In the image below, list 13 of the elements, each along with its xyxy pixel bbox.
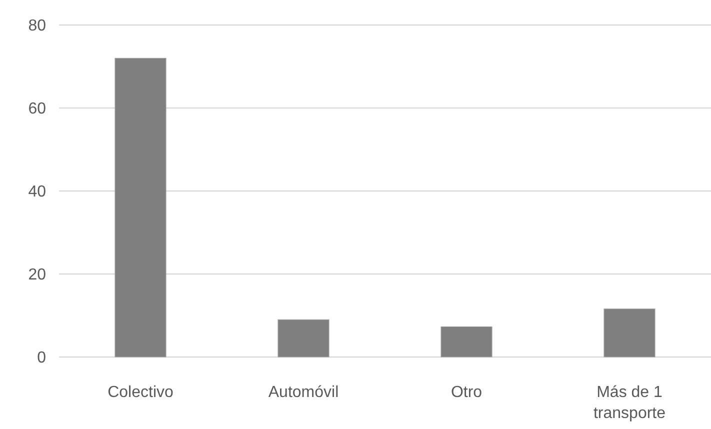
y-tick-label: 80	[28, 18, 46, 35]
x-tick-label: Automóvil	[268, 384, 339, 401]
y-tick-label: 0	[37, 350, 46, 367]
x-tick-label: Otro	[450, 384, 482, 401]
y-tick-label: 20	[28, 266, 46, 284]
bar	[114, 58, 166, 358]
bar	[604, 308, 656, 358]
bar	[440, 326, 492, 358]
bar	[278, 319, 330, 358]
x-tick-label: Más de 1 transporte	[593, 384, 666, 422]
y-tick-label: 60	[28, 100, 46, 118]
y-tick-label: 40	[28, 184, 46, 201]
x-tick-label: Colectivo	[108, 384, 174, 401]
